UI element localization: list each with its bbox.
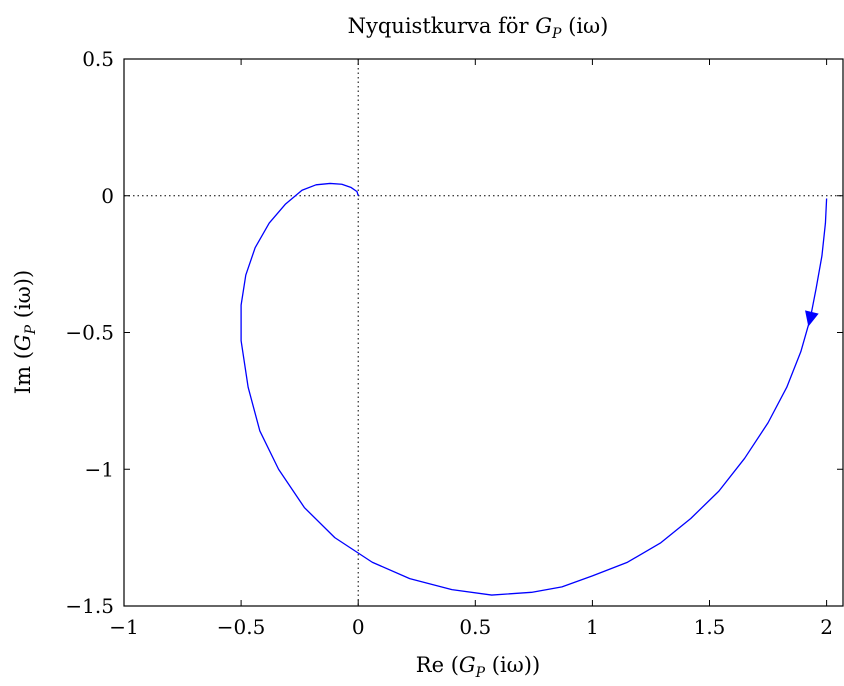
x-tick-label-6: 2 <box>820 615 833 639</box>
y-tick-label-3: −1 <box>85 457 114 481</box>
x-tick-label-5: 1.5 <box>694 615 726 639</box>
plot-area: −1 −0.5 0 0.5 1 1.5 20.50−0.5−1−1.5 <box>65 47 844 639</box>
y-tick-label-2: −0.5 <box>65 321 114 345</box>
x-tick-label-4: 1 <box>586 615 599 639</box>
y-axis-title: Im (GP (iω)) <box>11 270 39 394</box>
x-tick-label-3: 0.5 <box>459 615 491 639</box>
x-axis-title: Re (GP (iω)) <box>416 653 540 681</box>
y-tick-label-1: 0 <box>101 184 114 208</box>
direction-arrow-0 <box>805 310 819 327</box>
y-tick-label-0: 0.5 <box>82 47 114 71</box>
series-line-0 <box>240 182 828 596</box>
y-tick-label-4: −1.5 <box>65 594 114 618</box>
x-tick-label-1: −0.5 <box>217 615 266 639</box>
x-tick-label-0: −1 <box>109 615 138 639</box>
x-tick-label-2: 0 <box>352 615 365 639</box>
plot-frame <box>123 58 844 607</box>
chart-title: Nyquistkurva för GP (iω) <box>348 14 609 42</box>
